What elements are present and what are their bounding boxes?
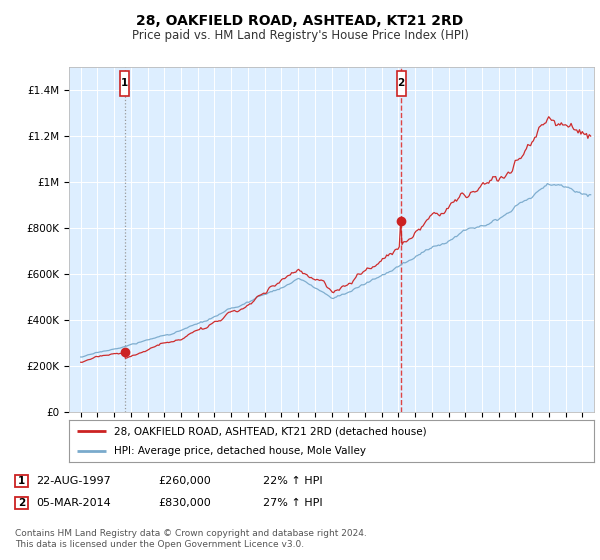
Text: £830,000: £830,000 [158,498,211,508]
Text: 2: 2 [18,498,25,508]
Text: 1: 1 [121,78,128,88]
Text: 22% ↑ HPI: 22% ↑ HPI [263,475,323,486]
Text: £260,000: £260,000 [158,475,211,486]
Text: 05-MAR-2014: 05-MAR-2014 [36,498,111,508]
Text: Price paid vs. HM Land Registry's House Price Index (HPI): Price paid vs. HM Land Registry's House … [131,29,469,42]
Text: 2: 2 [398,78,405,88]
Text: 28, OAKFIELD ROAD, ASHTEAD, KT21 2RD: 28, OAKFIELD ROAD, ASHTEAD, KT21 2RD [136,14,464,28]
Text: 22-AUG-1997: 22-AUG-1997 [36,475,111,486]
Bar [15,475,28,487]
Text: 28, OAKFIELD ROAD, ASHTEAD, KT21 2RD (detached house): 28, OAKFIELD ROAD, ASHTEAD, KT21 2RD (de… [113,426,426,436]
Text: 27% ↑ HPI: 27% ↑ HPI [263,498,323,508]
FancyBboxPatch shape [397,71,406,96]
Text: HPI: Average price, detached house, Mole Valley: HPI: Average price, detached house, Mole… [113,446,365,456]
Text: Contains HM Land Registry data © Crown copyright and database right 2024.
This d: Contains HM Land Registry data © Crown c… [15,529,367,549]
Bar [15,497,28,509]
Text: 1: 1 [18,475,25,486]
FancyBboxPatch shape [120,71,129,96]
